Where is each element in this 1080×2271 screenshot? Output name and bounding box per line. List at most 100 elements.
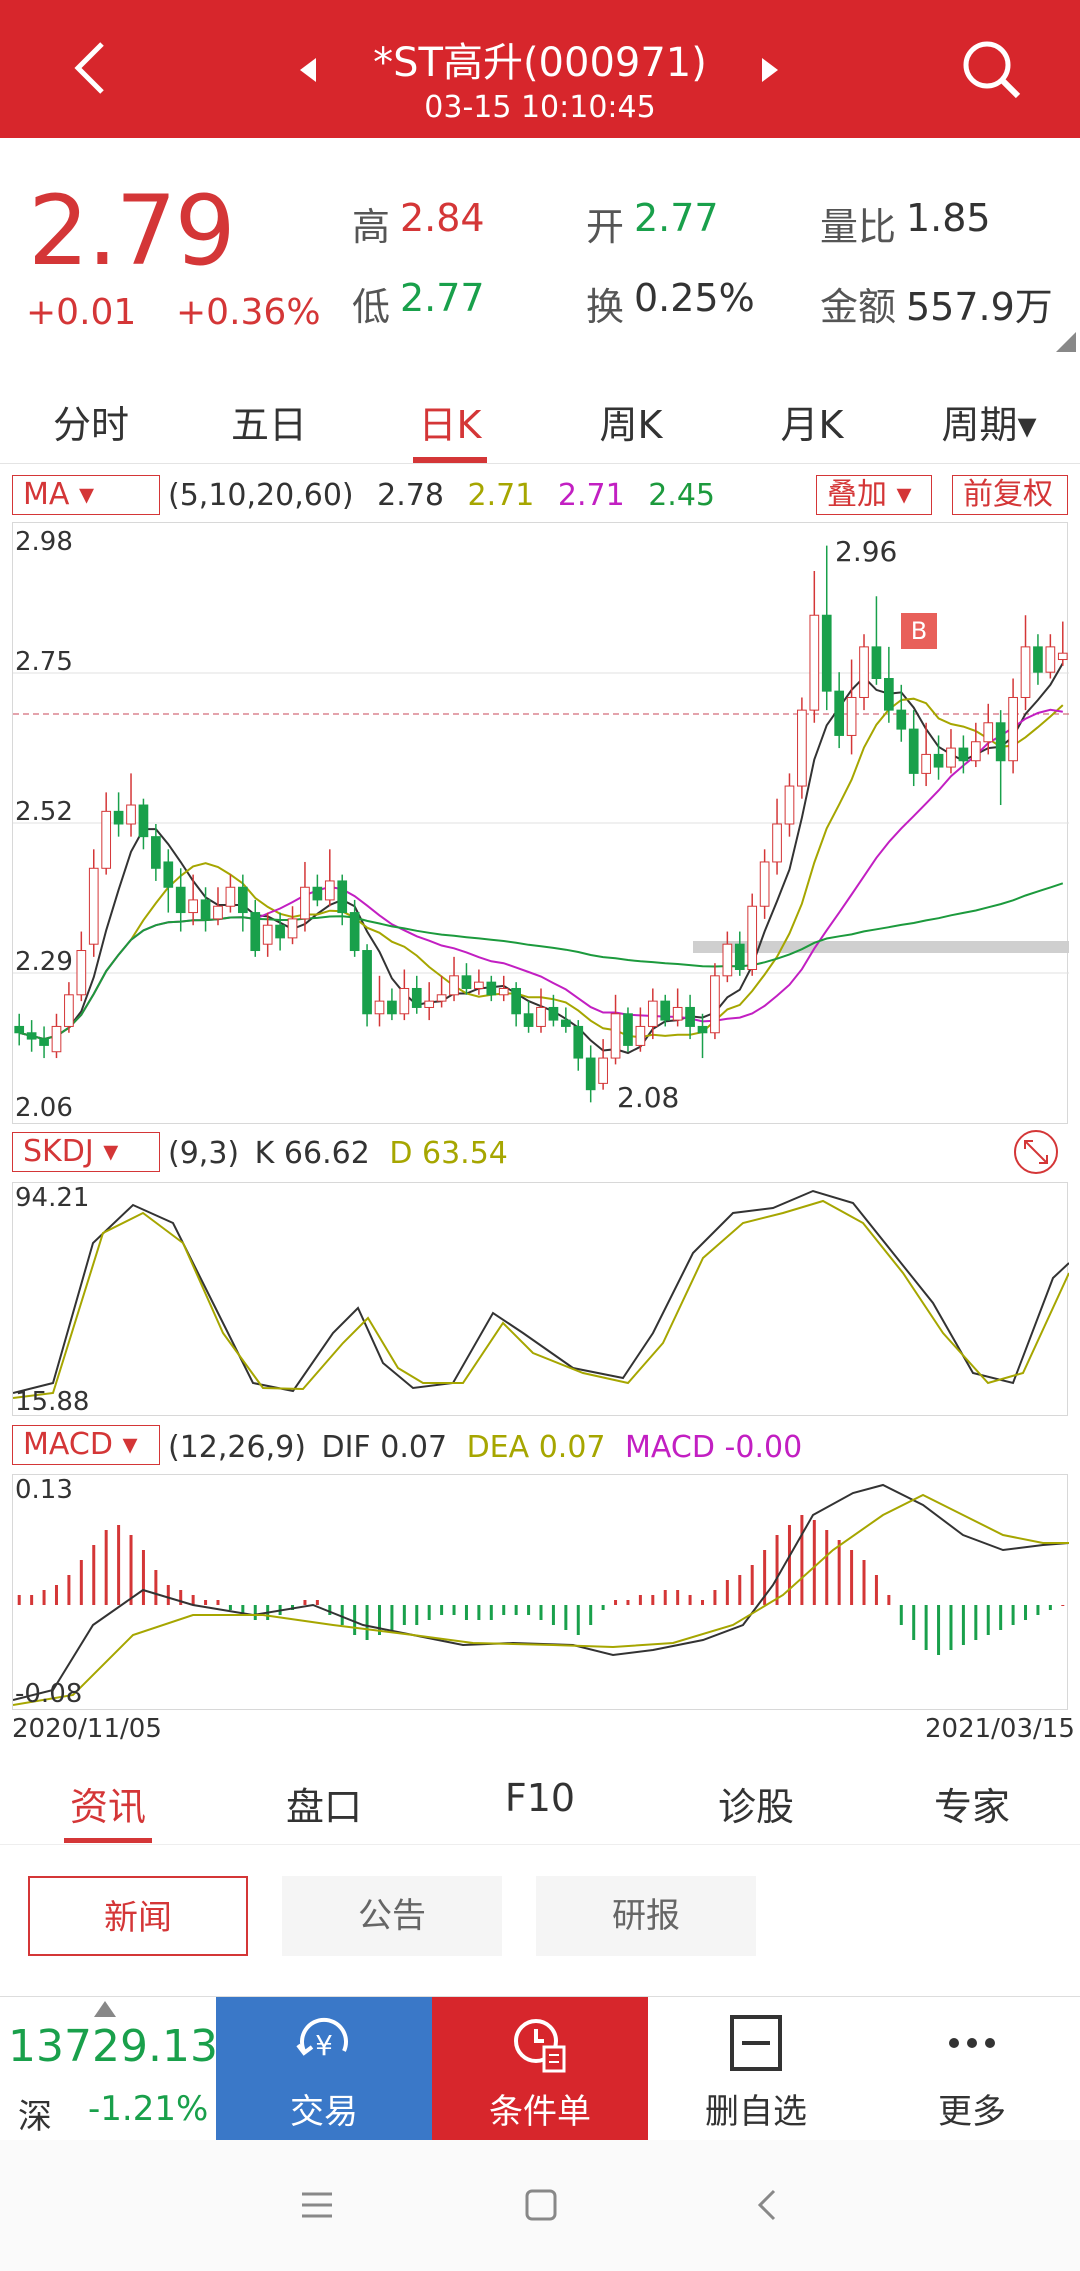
ma-selector[interactable]: MA ▾ xyxy=(12,475,160,515)
candle-body xyxy=(983,722,994,743)
kline-chart[interactable]: 2.98 2.75 2.52 2.29 2.06 2.96 2.08 B xyxy=(12,522,1069,1124)
last-price: 2.79 xyxy=(28,175,236,287)
menu-icon[interactable] xyxy=(300,2190,334,2220)
tab-five-day[interactable]: 五日 xyxy=(230,403,307,447)
macd-bar xyxy=(576,1605,580,1635)
low-value: 2.77 xyxy=(400,276,485,320)
macd-bar xyxy=(800,1515,804,1605)
macd-bar xyxy=(775,1535,779,1605)
overlay-selector[interactable]: 叠加 ▾ xyxy=(816,475,932,515)
macd-bar xyxy=(763,1550,767,1605)
next-stock-icon[interactable] xyxy=(758,56,782,84)
home-icon[interactable] xyxy=(524,2188,558,2222)
tab-f10[interactable]: F10 xyxy=(504,1776,576,1820)
remove-watchlist-label: 删自选 xyxy=(705,2092,807,2132)
macd-macd-label: MACD xyxy=(625,1430,715,1465)
tab-intraday[interactable]: 分时 xyxy=(52,403,129,447)
candle-body xyxy=(647,1000,658,1027)
macd-bar xyxy=(353,1605,357,1635)
volume-ratio-label: 量比 xyxy=(820,205,897,249)
candle-body xyxy=(995,722,1006,762)
more-button[interactable]: 更多 xyxy=(864,1997,1080,2141)
price-axis-2: 2.75 xyxy=(15,647,73,677)
macd-bar xyxy=(862,1560,866,1605)
conditional-order-button[interactable]: 条件单 xyxy=(432,1997,648,2141)
remove-watchlist-button[interactable]: 删自选 xyxy=(648,1997,864,2141)
price-axis-3: 2.52 xyxy=(15,797,73,827)
tab-order-book[interactable]: 盘口 xyxy=(285,1785,362,1829)
candle-body xyxy=(710,975,720,1034)
macd-bar xyxy=(999,1605,1003,1630)
tab-experts[interactable]: 专家 xyxy=(933,1785,1010,1829)
search-icon[interactable] xyxy=(958,36,1024,102)
high-value: 2.84 xyxy=(400,196,485,240)
expand-corner-icon[interactable] xyxy=(1056,332,1076,352)
active-tab-underline xyxy=(413,457,487,463)
volume-ratio-value: 1.85 xyxy=(906,196,991,240)
candle-body xyxy=(26,1032,37,1040)
candle-body xyxy=(797,709,807,787)
macd-bar xyxy=(477,1605,481,1620)
index-value: 13729.13 xyxy=(8,2021,218,2072)
macd-bar xyxy=(937,1605,941,1655)
ma-params: (5,10,20,60) xyxy=(168,478,354,513)
skdj-chart[interactable]: 94.21 15.88 xyxy=(12,1182,1069,1417)
tab-diagnosis[interactable]: 诊股 xyxy=(717,1785,794,1829)
macd-legend: (12,26,9) DIF 0.07 DEA 0.07 MACD -0.00 xyxy=(168,1430,802,1465)
low-marker: 2.08 xyxy=(617,1081,680,1114)
tab-daily-k[interactable]: 日K xyxy=(418,403,482,447)
macd-bar xyxy=(328,1605,332,1615)
adjust-button[interactable]: 前复权 xyxy=(952,475,1068,515)
announcement-button[interactable]: 公告 xyxy=(282,1876,502,1956)
candle-body xyxy=(1008,696,1018,762)
macd-bar xyxy=(638,1595,642,1605)
candle-body xyxy=(498,987,509,996)
tab-period[interactable]: 周期▾ xyxy=(941,403,1037,447)
svg-text:¥: ¥ xyxy=(315,2029,333,2062)
macd-chart[interactable]: 0.13 -0.08 xyxy=(12,1474,1069,1710)
macd-bar xyxy=(924,1605,928,1650)
candle-body xyxy=(101,810,112,869)
macd-bar xyxy=(601,1605,605,1610)
macd-bar xyxy=(427,1605,431,1620)
skdj-svg xyxy=(13,1189,1069,1399)
price-change: +0.01 xyxy=(26,292,137,333)
macd-bar xyxy=(874,1575,878,1605)
research-button[interactable]: 研报 xyxy=(536,1876,756,1956)
index-pct: -1.21% xyxy=(88,2089,209,2129)
skdj-axis-top: 94.21 xyxy=(15,1183,90,1213)
macd-bar xyxy=(676,1590,680,1605)
macd-bar xyxy=(315,1600,319,1605)
candle-body xyxy=(275,924,285,939)
macd-bar xyxy=(104,1530,108,1605)
yuan-icon: ¥ xyxy=(296,2017,348,2062)
macd-bar xyxy=(365,1605,369,1640)
back-icon[interactable] xyxy=(70,38,110,98)
divider xyxy=(0,1844,1080,1845)
prev-stock-icon[interactable] xyxy=(296,56,320,84)
macd-selector[interactable]: MACD ▾ xyxy=(12,1425,160,1465)
candle-body xyxy=(250,912,261,952)
open-value: 2.77 xyxy=(634,196,719,240)
candle-body xyxy=(337,880,348,914)
candle-body xyxy=(486,981,497,996)
macd-bar xyxy=(452,1605,456,1615)
tab-weekly-k[interactable]: 周K xyxy=(599,403,663,447)
amount-label: 金额 xyxy=(820,285,897,329)
candle-body xyxy=(672,1006,683,1021)
candle-body xyxy=(623,1013,633,1046)
expand-chart-icon[interactable] xyxy=(1012,1128,1060,1176)
skdj-k-label: K xyxy=(254,1136,275,1171)
ma10-value: 2.71 xyxy=(467,478,535,513)
index-widget[interactable]: 13729.13 深 -1.21% xyxy=(0,1997,218,2141)
back-nav-icon[interactable] xyxy=(756,2188,778,2222)
buy-signal-badge[interactable]: B xyxy=(901,613,937,649)
candle-body xyxy=(598,1057,608,1084)
news-button[interactable]: 新闻 xyxy=(28,1876,248,1956)
macd-macd-value: -0.00 xyxy=(724,1430,803,1465)
trade-button[interactable]: ¥ 交易 xyxy=(216,1997,432,2141)
macd-bar xyxy=(117,1525,121,1605)
skdj-selector[interactable]: SKDJ ▾ xyxy=(12,1132,160,1172)
tab-monthly-k[interactable]: 月K xyxy=(780,403,844,447)
tab-news-info[interactable]: 资讯 xyxy=(69,1785,146,1829)
